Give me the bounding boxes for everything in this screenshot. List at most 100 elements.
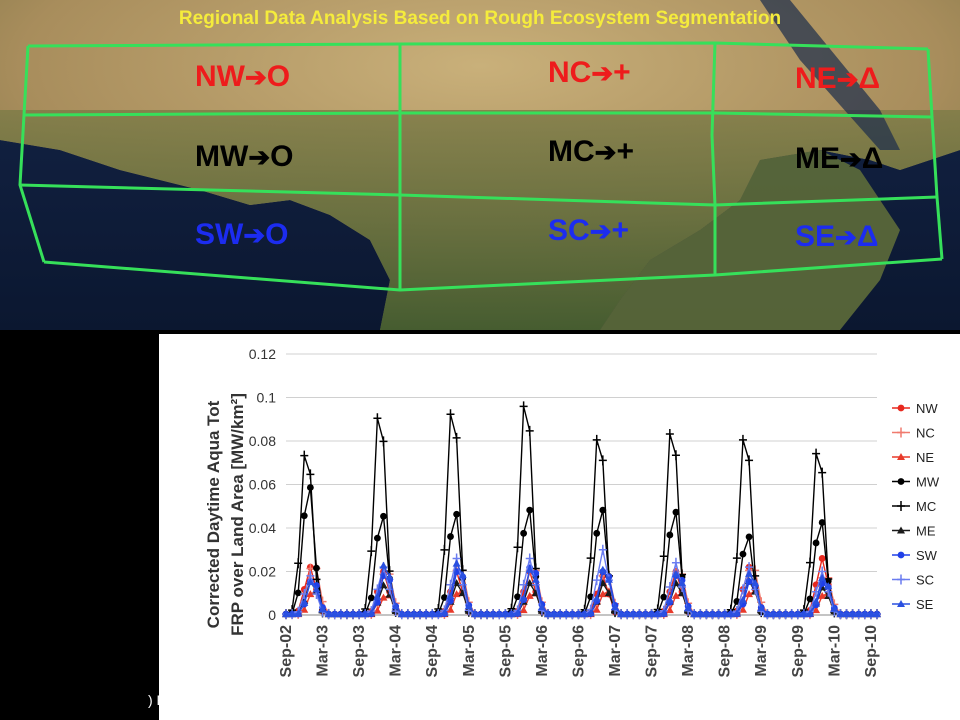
data-point (525, 553, 534, 564)
legend-item-sc: SC (892, 573, 934, 588)
data-point (318, 605, 327, 613)
grid-mid-south (19, 183, 938, 207)
legend-item-se: SE (892, 597, 934, 612)
data-point (714, 610, 723, 618)
data-point (598, 565, 607, 573)
data-point (659, 551, 668, 562)
data-point (453, 510, 460, 518)
data-point (592, 434, 601, 445)
data-point (531, 575, 540, 583)
data-point (550, 610, 559, 618)
data-point (373, 534, 381, 542)
data-point (452, 432, 461, 443)
data-point (397, 610, 406, 618)
legend-label: MW (916, 475, 940, 490)
data-point (306, 590, 315, 598)
data-point (373, 592, 382, 600)
grid-left (18, 45, 46, 263)
data-point (623, 610, 632, 618)
data-point (745, 455, 754, 466)
data-point (830, 604, 839, 612)
arrow-right-icon: ➔ (589, 216, 612, 246)
data-point (379, 593, 388, 601)
chart-svg: 0 0.02 0.04 0.06 0.08 0.1 0.12 Sep-02 Mar-03 Sep-… (204, 346, 940, 678)
y-axis-label-line1: Corrected Daytime Aqua Tot (204, 400, 223, 628)
frp-chart: 0 0.02 0.04 0.06 0.08 0.1 0.12 Sep-02 Mar-03 Sep-… (159, 334, 960, 720)
data-point (818, 555, 826, 562)
legend-item-mw: MW (892, 475, 940, 490)
data-point (629, 610, 638, 618)
y-tick-label: 0.08 (249, 433, 276, 449)
region-label-me: ME➔Δ (795, 142, 883, 176)
data-point (525, 565, 534, 573)
data-point (671, 557, 680, 568)
data-point (769, 610, 778, 618)
region-label-sw: SW➔O (195, 218, 288, 252)
legend-item-ne: NE (892, 450, 934, 465)
data-point (745, 569, 754, 577)
x-tick-label: Sep-09 (790, 625, 807, 678)
data-point (684, 603, 693, 611)
arrow-right-icon: ➔ (591, 58, 614, 88)
data-point (543, 610, 552, 618)
legend-label: SW (916, 548, 938, 563)
region-code: MC (548, 135, 595, 168)
data-point (665, 595, 674, 603)
data-point (379, 436, 388, 447)
data-point (690, 610, 699, 618)
data-point (812, 606, 821, 614)
data-point (599, 506, 607, 514)
data-point (647, 610, 656, 618)
data-point (476, 610, 485, 618)
legend-item-nw: NW (892, 401, 938, 416)
data-point (720, 610, 729, 618)
x-tick-label: Sep-03 (351, 625, 368, 678)
data-point (416, 610, 425, 618)
x-tick-label: Mar-07 (607, 625, 624, 677)
x-tick-label: Sep-04 (424, 625, 441, 678)
data-point (422, 610, 431, 618)
arrow-right-icon: ➔ (244, 62, 267, 92)
data-point (812, 539, 820, 547)
data-point (897, 600, 905, 607)
region-label-ne: NE➔Δ (795, 62, 880, 96)
data-point (367, 609, 376, 617)
data-point (507, 610, 516, 618)
data-point (574, 610, 583, 618)
data-point (446, 592, 455, 600)
data-point (818, 591, 827, 599)
region-symbol: + (613, 56, 631, 89)
data-point (805, 557, 814, 568)
data-point (342, 610, 351, 618)
data-point (312, 585, 321, 593)
data-point (745, 590, 754, 598)
data-point (775, 610, 784, 618)
region-label-se: SE➔Δ (795, 220, 878, 254)
data-point (470, 610, 479, 618)
x-tick-label: Mar-03 (315, 625, 332, 677)
data-point (361, 610, 370, 618)
legend-item-nc: NC (892, 426, 935, 441)
arrow-right-icon: ➔ (836, 64, 859, 94)
region-code: NW (195, 60, 245, 93)
y-tick-label: 0.02 (249, 564, 276, 580)
map-title: Regional Data Analysis Based on Rough Ec… (178, 8, 782, 29)
data-point (653, 610, 662, 618)
data-point (495, 610, 504, 618)
data-point (665, 606, 674, 614)
data-point (897, 404, 905, 412)
region-symbol: Δ (861, 142, 884, 175)
data-point (818, 519, 826, 526)
x-tick-label: Sep-05 (497, 625, 514, 678)
data-point (446, 605, 455, 613)
data-point (671, 591, 680, 599)
data-point (818, 573, 827, 581)
data-point (306, 578, 315, 586)
grid-col2 (710, 42, 717, 275)
data-point (641, 610, 650, 618)
data-point (403, 610, 412, 618)
legend-label: MC (916, 499, 936, 514)
data-point (635, 610, 644, 618)
data-point (349, 610, 358, 618)
data-point (379, 561, 388, 569)
